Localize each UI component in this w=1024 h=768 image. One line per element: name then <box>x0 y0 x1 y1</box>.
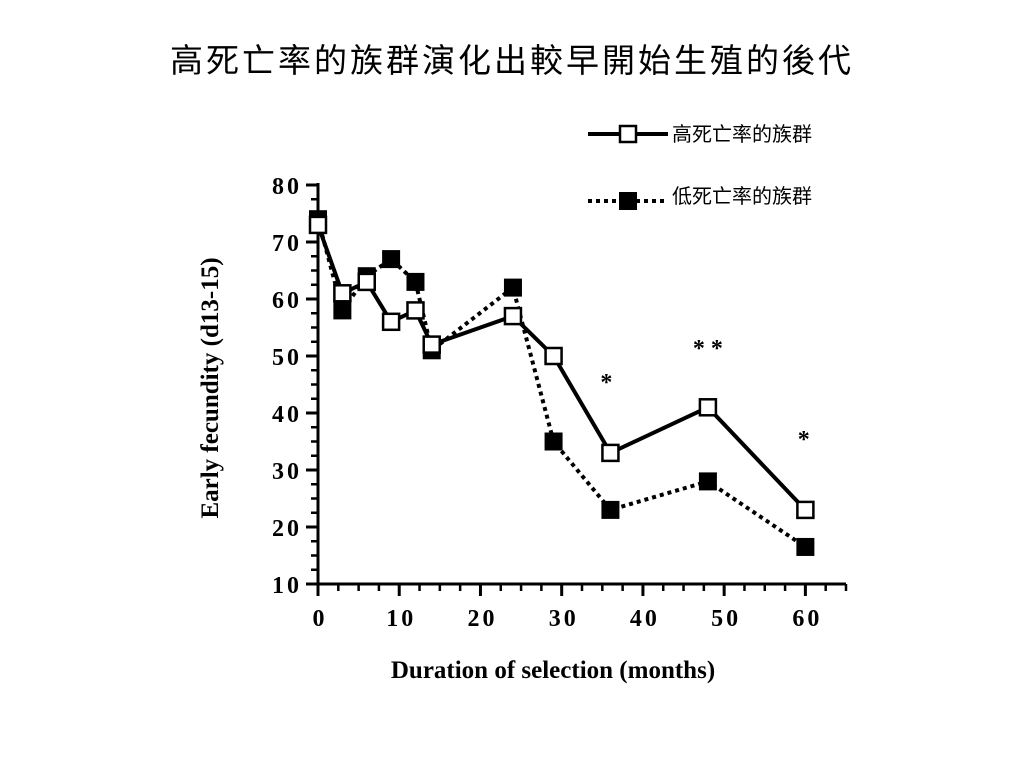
legend: 高死亡率的族群 低死亡率的族群 <box>588 122 812 210</box>
y-tick-label: 10 <box>272 573 302 599</box>
series-low-mortality <box>309 210 815 556</box>
data-point <box>796 500 815 520</box>
x-tick-label: 50 <box>711 606 741 632</box>
data-point <box>333 284 352 303</box>
annotations: * * * * <box>600 336 809 453</box>
legend-label: 高死亡率的族群 <box>672 122 812 146</box>
legend-item-low-mortality: 低死亡率的族群 <box>588 184 812 210</box>
series-line <box>316 218 807 549</box>
data-point <box>796 537 815 556</box>
significance-marker: * <box>600 370 612 396</box>
x-tick-label: 20 <box>467 606 497 632</box>
data-point <box>422 335 441 354</box>
data-point <box>406 272 425 291</box>
data-point <box>503 306 523 326</box>
data-point <box>601 443 620 463</box>
data-point <box>333 301 352 320</box>
x-tick-label: 10 <box>386 606 416 632</box>
axes: 0 10 20 30 40 50 60 10 20 30 40 50 60 70 80 <box>272 174 848 632</box>
y-tick-label: 30 <box>272 459 302 485</box>
legend-marker-open-square <box>618 124 638 144</box>
x-tick-label: 40 <box>630 606 660 632</box>
y-tick-label: 60 <box>272 288 302 314</box>
significance-marker: * * <box>693 336 723 362</box>
legend-marker-filled-square <box>619 192 637 210</box>
slide-title: 高死亡率的族群演化出較早開始生殖的後代 <box>170 41 854 80</box>
y-tick-label: 80 <box>272 174 302 200</box>
data-point <box>544 346 563 366</box>
x-tick-label: 30 <box>549 606 579 632</box>
data-point <box>308 215 328 235</box>
y-tick-label: 50 <box>272 345 302 371</box>
x-tick-label: 60 <box>792 606 822 632</box>
y-tick-label: 40 <box>272 402 302 428</box>
series-high-mortality <box>308 215 815 520</box>
series-layer <box>308 210 815 556</box>
data-point <box>357 272 376 292</box>
x-axis-label: Duration of selection (months) <box>391 657 715 684</box>
data-point <box>698 472 717 491</box>
y-tick-label: 70 <box>272 231 302 257</box>
y-axis-label: Early fecundity (d13-15) <box>197 257 224 518</box>
data-point <box>601 500 620 519</box>
data-point <box>382 250 401 269</box>
legend-item-high-mortality: 高死亡率的族群 <box>588 122 812 146</box>
legend-label: 低死亡率的族群 <box>672 184 812 208</box>
data-point <box>381 312 401 332</box>
data-point <box>698 398 718 417</box>
x-tick-label: 0 <box>313 606 328 632</box>
data-point <box>406 301 425 320</box>
data-point <box>544 432 563 451</box>
significance-marker: * <box>798 427 810 453</box>
data-point <box>503 278 522 297</box>
y-tick-label: 20 <box>272 516 302 542</box>
